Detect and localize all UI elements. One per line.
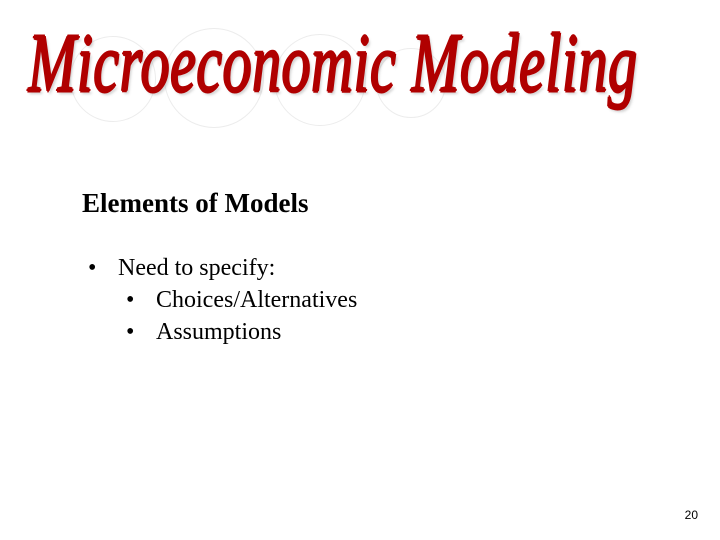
bullet-icon: • — [88, 253, 118, 283]
slide-title: Microeconomic Modeling — [28, 14, 638, 111]
bullet-level2: • Choices/Alternatives — [126, 285, 642, 315]
bullet-level1: • Need to specify: — [88, 253, 642, 283]
bullet-icon: • — [126, 317, 156, 347]
bullet-text: Assumptions — [156, 317, 281, 347]
bullet-icon: • — [126, 285, 156, 315]
slide: Microeconomic Modeling Elements of Model… — [0, 0, 720, 540]
content-area: Elements of Models • Need to specify: • … — [82, 188, 642, 349]
page-number: 20 — [685, 508, 698, 522]
bullet-text: Choices/Alternatives — [156, 285, 357, 315]
subtitle: Elements of Models — [82, 188, 642, 219]
bullet-text: Need to specify: — [118, 253, 275, 283]
title-container: Microeconomic Modeling — [0, 14, 720, 81]
bullet-level2: • Assumptions — [126, 317, 642, 347]
